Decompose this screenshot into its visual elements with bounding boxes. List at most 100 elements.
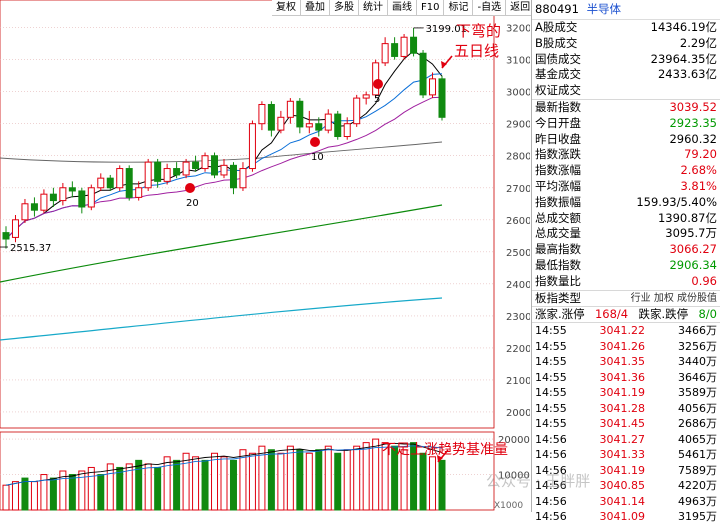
toolbar-overlay-button[interactable]: 叠加 <box>301 0 330 15</box>
candle-body <box>40 193 48 211</box>
y-tick-label: 3000 <box>506 88 530 99</box>
turnover-row: A股成交 14346.19亿 <box>532 20 720 36</box>
tick-row[interactable]: 14:56 3040.85 4220万 <box>532 478 720 494</box>
stat-label: B股成交 <box>535 35 578 50</box>
tick-row[interactable]: 14:55 3041.19 3589万 <box>532 385 720 401</box>
y-tick-label: 2500 <box>506 248 530 259</box>
toolbar-f10-button[interactable]: F10 <box>417 0 445 15</box>
toolbar-watchlist-button[interactable]: -自选 <box>473 0 507 15</box>
tick-row[interactable]: 14:56 3041.09 3195万 <box>532 509 720 525</box>
stat-label: 昨日收盘 <box>535 131 581 146</box>
tick-price: 3040.85 <box>599 479 646 493</box>
stat-value: 159.93/5.40% <box>636 194 717 209</box>
volume-bar <box>296 449 304 511</box>
tick-time: 14:55 <box>535 339 567 353</box>
volume-bar <box>201 459 209 511</box>
stat-value: 23964.35亿 <box>650 51 717 66</box>
stat-value: 2960.32 <box>669 131 717 146</box>
up-value: 168/4 <box>594 307 629 322</box>
stat-row: 最低指数 2906.34 <box>532 258 720 274</box>
stat-label: 最低指数 <box>535 257 581 272</box>
volume-bar <box>267 449 275 511</box>
toolbar-mark-button[interactable]: 标记 <box>444 0 474 15</box>
stat-row: 指数涨幅 2.68% <box>532 163 720 179</box>
volume-bar <box>173 459 181 511</box>
tick-price: 3041.26 <box>599 339 646 353</box>
candle-body <box>229 164 237 189</box>
up-label: 涨家.涨停 <box>535 307 585 322</box>
toolbar-draw-button[interactable]: 画线 <box>388 0 417 15</box>
volume-bar <box>381 442 389 511</box>
stat-row: 指数量比 0.96 <box>532 274 720 290</box>
chart-svg[interactable]: 3200 3100 3000 2900 2800 2700 2600 2500 2400 2300… <box>0 0 530 512</box>
tick-row[interactable]: 14:55 3041.22 3466万 <box>532 323 720 339</box>
candle-body <box>87 187 95 208</box>
candle-body <box>438 78 446 118</box>
tick-volume: 7589万 <box>678 463 717 477</box>
ma120-line <box>0 297 443 341</box>
volume-bar <box>135 459 143 511</box>
tick-row[interactable]: 14:56 3041.27 4065万 <box>532 432 720 448</box>
tick-row[interactable]: 14:55 3041.26 3256万 <box>532 339 720 355</box>
candle-body <box>248 123 256 170</box>
tick-time: 14:56 <box>535 510 567 524</box>
candle-body <box>49 193 57 202</box>
tick-row[interactable]: 14:55 3041.35 3440万 <box>532 354 720 370</box>
vol-unit-label: X1000 <box>494 501 523 511</box>
volume-bar <box>59 470 67 511</box>
candle-body <box>353 97 361 125</box>
market-turnover-list: A股成交 14346.19亿 B股成交 2.29亿 国债成交 23964.35亿 基金成交 2… <box>532 20 720 99</box>
tick-volume: 4220万 <box>678 479 717 493</box>
tick-price: 3041.45 <box>599 417 646 431</box>
candle-body <box>286 100 294 118</box>
tick-price: 3041.19 <box>599 463 646 477</box>
down-value: 8/0 <box>698 307 717 322</box>
turnover-row: B股成交 2.29亿 <box>532 36 720 52</box>
stat-value: 3.81% <box>680 178 717 193</box>
index-code: 880491 <box>535 2 579 16</box>
y-tick-label: 2200 <box>506 344 530 355</box>
tick-volume: 3589万 <box>678 386 717 400</box>
volume-bar <box>334 452 342 511</box>
candle-body <box>381 43 389 64</box>
stat-row: 总成交量 3095.7万 <box>532 226 720 242</box>
tick-row[interactable]: 14:55 3041.36 3646万 <box>532 370 720 386</box>
volume-bar <box>144 463 152 511</box>
tick-time: 14:55 <box>535 401 567 415</box>
tick-row[interactable]: 14:56 3041.33 5461万 <box>532 447 720 463</box>
volume-bar <box>400 449 408 511</box>
annotation-volume-note: 不足上涨趋势基准量 <box>382 442 508 458</box>
y-tick-label: 2800 <box>506 152 530 163</box>
tick-list[interactable]: 14:55 3041.22 3466万 14:55 3041.26 3256万 14:55 3… <box>532 323 720 525</box>
tick-volume: 5461万 <box>678 448 717 462</box>
tick-price: 3041.36 <box>599 370 646 384</box>
tick-row[interactable]: 14:55 3041.28 4056万 <box>532 401 720 417</box>
y-tick-label: 2100 <box>506 376 530 387</box>
tick-price: 3041.09 <box>599 510 646 524</box>
candle-body <box>182 161 190 176</box>
stat-label: 指数涨跌 <box>535 147 581 162</box>
candlestick-chart[interactable]: 3200 3100 3000 2900 2800 2700 2600 2500 2400 2300… <box>0 0 530 512</box>
volume-bar <box>116 466 124 511</box>
tick-time: 14:56 <box>535 494 567 508</box>
marker-label: 20 <box>186 198 199 209</box>
volume-bar <box>154 466 162 511</box>
toolbar-multi-stock-button[interactable]: 多股 <box>330 0 359 15</box>
tick-volume: 4963万 <box>678 494 717 508</box>
volume-bar <box>277 452 285 511</box>
volume-bar <box>353 445 361 511</box>
tick-row[interactable]: 14:56 3041.14 4963万 <box>532 494 720 510</box>
y-tick-label: 3100 <box>506 56 530 67</box>
vol-tick-label: 20000 <box>498 435 530 446</box>
toolbar-fuquan-button[interactable]: 复权 <box>272 0 301 15</box>
candle-body <box>163 168 171 182</box>
tick-time: 14:55 <box>535 324 567 338</box>
tick-row[interactable]: 14:55 3041.45 2686万 <box>532 416 720 432</box>
candle-body <box>296 100 304 128</box>
candle-body <box>239 168 247 189</box>
stat-value: 1390.87亿 <box>657 210 717 225</box>
index-name[interactable]: 半导体 <box>586 2 622 16</box>
toolbar-stats-button[interactable]: 统计 <box>359 0 388 15</box>
stat-label: 总成交量 <box>535 226 581 241</box>
tick-row[interactable]: 14:56 3041.19 7589万 <box>532 463 720 479</box>
